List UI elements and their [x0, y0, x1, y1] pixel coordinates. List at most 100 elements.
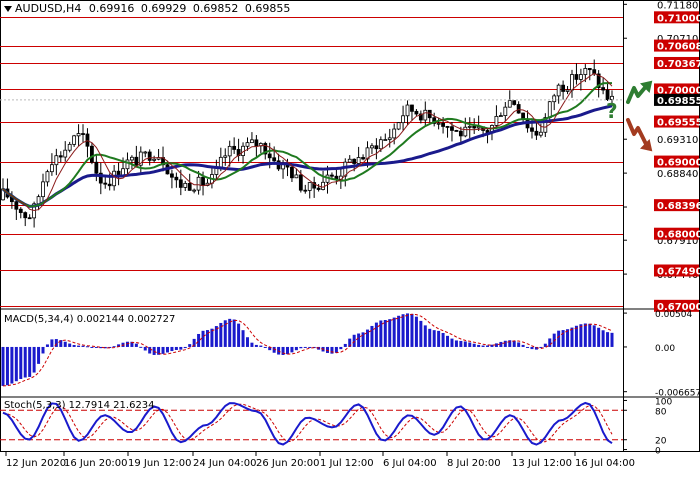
bull-candle	[467, 125, 472, 128]
macd-bar	[272, 346, 276, 353]
macd-bar	[383, 320, 387, 347]
bear-candle	[147, 151, 152, 161]
bear-candle	[107, 183, 112, 187]
macd-title: MACD(5,34,4) 0.002144 0.002727	[4, 314, 176, 325]
chart-header: AUDUSD,H4 0.69916 0.69929 0.69852 0.6985…	[4, 2, 290, 15]
macd-histogram	[1, 313, 614, 386]
arrow-up-head	[640, 80, 653, 93]
macd-bar	[610, 332, 614, 347]
macd-panel[interactable]	[1, 313, 614, 387]
macd-bar	[241, 330, 245, 347]
bull-candle	[223, 155, 228, 158]
macd-bar	[294, 346, 298, 351]
level-price-tag	[654, 11, 699, 24]
macd-bar	[223, 320, 227, 347]
bull-candle	[227, 145, 232, 157]
time-tick-label: 6 Jul 04:00	[383, 458, 437, 469]
time-tick-label: 16 Jul 04:00	[575, 458, 635, 469]
macd-bar	[308, 346, 312, 348]
bull-candle	[387, 137, 392, 140]
bear-candle	[561, 84, 566, 92]
bull-candle	[538, 131, 543, 136]
bear-candle	[263, 143, 268, 155]
bear-candle	[596, 73, 601, 88]
macd-bar	[539, 346, 543, 348]
ohlc-open: 0.69916	[88, 2, 135, 15]
macd-bar	[419, 320, 423, 347]
bear-candle	[267, 153, 272, 159]
macd-bar	[534, 346, 538, 350]
bear-candle	[170, 173, 174, 178]
bear-candle	[418, 113, 423, 121]
macd-bar	[259, 345, 263, 347]
macd-bar	[170, 346, 174, 352]
price-tick-label: 0.71180	[657, 0, 698, 11]
bull-candle	[396, 122, 401, 130]
macd-bar	[125, 341, 129, 347]
macd-bar	[165, 346, 169, 353]
macd-bar	[441, 332, 445, 347]
macd-bar	[406, 313, 410, 347]
macd-bar	[570, 327, 574, 347]
macd-bar	[28, 346, 32, 377]
bull-candle	[321, 181, 325, 190]
macd-tick-label: 0.00	[655, 344, 675, 354]
macd-bar	[339, 346, 343, 350]
macd-bar	[366, 329, 370, 347]
arrow-up-icon	[626, 82, 650, 104]
macd-bar	[183, 346, 187, 349]
bull-candle	[356, 157, 361, 164]
bull-candle	[36, 196, 41, 205]
bear-candle	[330, 174, 334, 177]
price-tick-label: 0.68840	[657, 169, 698, 180]
macd-bar	[432, 330, 436, 347]
level-price-tag	[654, 227, 699, 240]
macd-bar	[299, 346, 303, 349]
bull-candle	[72, 135, 77, 145]
forecast-arrows: ?	[606, 80, 653, 152]
level-price-label: 0.70608	[657, 42, 700, 53]
macd-bar	[63, 341, 67, 347]
bear-candle	[352, 158, 357, 164]
macd-bar	[601, 330, 605, 347]
bear-candle	[94, 161, 99, 174]
macd-bar	[50, 339, 54, 347]
bear-candle	[450, 126, 454, 131]
bull-candle	[218, 156, 223, 168]
macd-bar	[303, 346, 307, 348]
bear-candle	[174, 176, 179, 181]
macd-bar	[157, 346, 161, 355]
ohlc-close: 0.69855	[244, 2, 291, 15]
macd-bar	[494, 343, 498, 347]
stoch-tick-label: 100	[655, 397, 672, 407]
macd-bar	[357, 333, 361, 347]
bull-candle	[192, 189, 197, 192]
stoch-tick-label: 20	[655, 437, 667, 447]
bull-candle	[54, 155, 59, 166]
price-tick-label: 0.69310	[657, 135, 698, 146]
macd-bar	[592, 325, 596, 347]
bull-candle	[543, 117, 548, 133]
macd-bar	[428, 328, 432, 347]
macd-bar	[32, 346, 36, 373]
macd-bar	[219, 322, 223, 347]
macd-bar	[143, 346, 147, 351]
macd-bar	[77, 345, 81, 347]
level-price-tag	[654, 39, 699, 52]
macd-bar	[112, 346, 116, 348]
macd-bar	[130, 341, 134, 347]
bull-candle	[143, 151, 148, 154]
macd-tick-label: -0.006657	[655, 389, 700, 399]
macd-bar	[37, 346, 41, 364]
macd-bar	[397, 315, 401, 347]
main-price-panel[interactable]	[0, 17, 623, 307]
time-tick-label: 16 Jun 20:00	[64, 458, 128, 469]
stochastic-panel[interactable]	[0, 401, 623, 446]
time-tick-label: 8 Jul 20:00	[447, 458, 501, 469]
level-price-label: 0.67000	[657, 302, 700, 313]
bear-candle	[254, 139, 259, 147]
bull-candle	[63, 149, 68, 158]
bear-candle	[534, 130, 539, 136]
bear-candle	[516, 104, 521, 114]
